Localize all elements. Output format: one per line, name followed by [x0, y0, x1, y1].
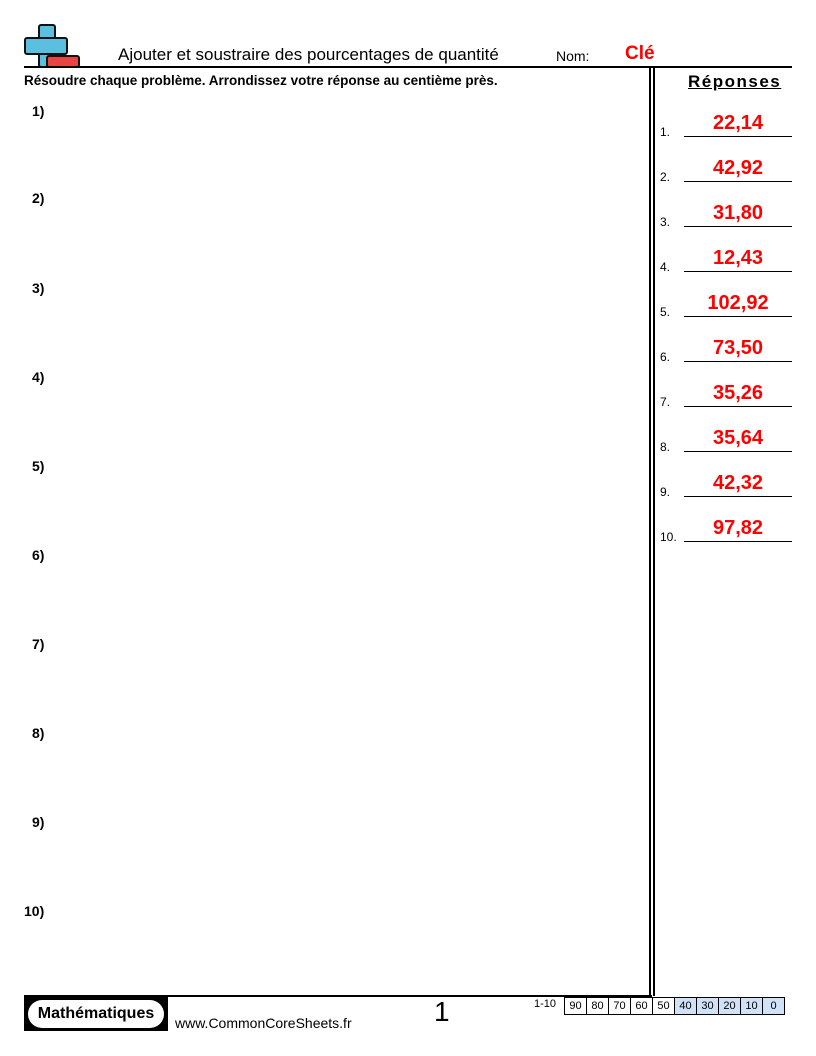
problem-number: 4)	[32, 369, 45, 385]
answer-number: 9.	[660, 485, 671, 499]
answer-number: 4.	[660, 260, 671, 274]
answer-line	[684, 361, 792, 362]
instructions: Résoudre chaque problème. Arrondissez vo…	[24, 73, 498, 88]
subject-badge: Mathématiques	[24, 997, 168, 1031]
header-divider	[24, 66, 792, 68]
answer-value: 35,64	[712, 427, 764, 449]
score-cell: 0	[763, 998, 784, 1014]
answer-line	[684, 316, 792, 317]
answer-value: 35,26	[712, 382, 764, 404]
page-title: Ajouter et soustraire des pourcentages d…	[118, 45, 499, 64]
problem-number: 3)	[32, 280, 45, 296]
answer-row: 1. 22,14	[660, 112, 792, 139]
answer-row: 3. 31,80	[660, 202, 792, 229]
column-divider	[653, 68, 655, 996]
answer-line	[684, 541, 792, 542]
answer-row: 9. 42,32	[660, 472, 792, 499]
logo-icon	[24, 24, 80, 68]
score-cell: 90	[565, 998, 587, 1014]
answer-line	[684, 226, 792, 227]
answer-row: 8. 35,64	[660, 427, 792, 454]
problem-number: 5)	[32, 458, 45, 474]
footer-divider	[24, 995, 652, 997]
answer-number: 3.	[660, 215, 671, 229]
answer-value: 31,80	[712, 202, 764, 224]
page-number: 1	[434, 996, 450, 1027]
score-cell: 10	[741, 998, 763, 1014]
answer-number: 8.	[660, 440, 671, 454]
answer-value: 42,32	[712, 472, 764, 494]
answer-value: 22,14	[712, 112, 764, 134]
answer-value: 12,43	[712, 247, 764, 269]
problem-number: 6)	[32, 547, 45, 563]
problem-number: 10)	[24, 903, 45, 919]
answer-line	[684, 451, 792, 452]
answer-number: 1.	[660, 125, 671, 139]
answer-number: 6.	[660, 350, 671, 364]
answer-row: 6. 73,50	[660, 337, 792, 364]
answer-line	[684, 271, 792, 272]
problem-number: 2)	[32, 190, 45, 206]
answer-number: 5.	[660, 305, 671, 319]
problem-number: 9)	[32, 814, 45, 830]
score-cell: 80	[587, 998, 609, 1014]
answer-row: 10. 97,82	[660, 517, 792, 544]
answer-value: 102,92	[707, 292, 769, 314]
answer-value: 73,50	[712, 337, 764, 359]
problem-number: 1)	[32, 103, 45, 119]
score-cell: 30	[697, 998, 719, 1014]
answer-number: 10.	[660, 530, 677, 544]
answers-title: Réponses	[688, 72, 782, 91]
answer-value: 42,92	[712, 157, 764, 179]
score-range: 1-10	[534, 998, 557, 1010]
problem-number: 8)	[32, 725, 45, 741]
score-cell: 70	[609, 998, 631, 1014]
answer-line	[684, 181, 792, 182]
answer-line	[684, 496, 792, 497]
answer-number: 2.	[660, 170, 671, 184]
score-cell: 20	[719, 998, 741, 1014]
answer-row: 5. 102,92	[660, 292, 792, 319]
answer-row: 4. 12,43	[660, 247, 792, 274]
score-cell: 60	[631, 998, 653, 1014]
answer-row: 7. 35,26	[660, 382, 792, 409]
score-table: 90 80 70 60 50 40 30 20 10 0	[564, 997, 785, 1015]
score-cell: 40	[675, 998, 697, 1014]
answer-number: 7.	[660, 395, 671, 409]
answer-value: 97,82	[712, 517, 764, 539]
problem-number: 7)	[32, 636, 45, 652]
answer-line	[684, 136, 792, 137]
score-cell: 50	[653, 998, 675, 1014]
site-url: www.CommonCoreSheets.fr	[175, 1015, 352, 1031]
name-label: Nom:	[556, 48, 590, 64]
name-value: Clé	[625, 43, 655, 64]
answer-row: 2. 42,92	[660, 157, 792, 184]
subject-label: Mathématiques	[28, 1000, 164, 1028]
column-divider	[649, 68, 651, 996]
answer-line	[684, 406, 792, 407]
